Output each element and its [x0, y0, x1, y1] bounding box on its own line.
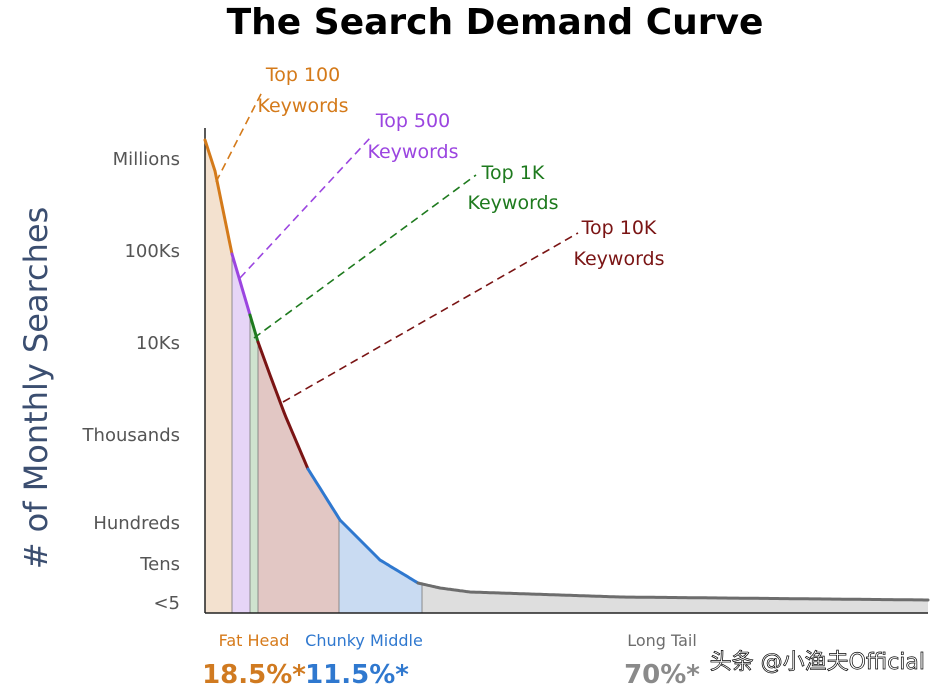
callout-leader-1 [239, 137, 371, 279]
segment-name: Long Tail [627, 631, 697, 650]
y-tick-label: Tens [139, 554, 180, 575]
watermark-text: 头条 @小渔夫Official [710, 650, 925, 675]
callout-label-line1-0: Top 100 [265, 64, 340, 86]
curve-top-500 [230, 252, 252, 317]
y-tick-label: 10Ks [136, 333, 180, 354]
chart-title: The Search Demand Curve [226, 2, 764, 43]
callout-label-line1-1: Top 500 [375, 110, 450, 132]
segment-percent: 18.5%* [202, 660, 306, 690]
y-axis-label: # of Monthly Searches [17, 207, 55, 570]
curve-chunky-middle [306, 467, 420, 585]
curve-long-tail [416, 581, 930, 602]
y-tick-label: Thousands [82, 425, 180, 446]
top-10k-band [258, 342, 339, 613]
callout-leader-2 [253, 174, 477, 339]
callout-label-line1-2: Top 1K [481, 162, 545, 184]
y-tick-label: 100Ks [124, 241, 180, 262]
top-500-band [232, 254, 250, 613]
segment-name: Chunky Middle [305, 631, 423, 650]
curve-top-1k [248, 313, 260, 344]
top-1k-band [250, 315, 258, 613]
chunky-middle-band [339, 518, 422, 613]
top-100-band [205, 140, 232, 613]
segment-percent: 11.5%* [305, 660, 409, 690]
callout-label-line2-0: Keywords [257, 95, 348, 117]
y-tick-label: Hundreds [93, 513, 180, 534]
segment-name: Fat Head [219, 631, 290, 650]
curve-top-100 [203, 138, 234, 256]
segment-percent: 70%* [624, 660, 700, 690]
curve-top-10k [256, 340, 310, 471]
y-tick-label: <5 [153, 593, 180, 614]
callout-label-line2-2: Keywords [467, 192, 558, 214]
y-tick-label: Millions [113, 149, 180, 170]
callout-leader-3 [282, 232, 579, 403]
callout-leader-0 [215, 91, 263, 183]
callout-label-line2-3: Keywords [573, 248, 664, 270]
callout-label-line1-3: Top 10K [581, 217, 657, 239]
callout-label-line2-1: Keywords [367, 141, 458, 163]
